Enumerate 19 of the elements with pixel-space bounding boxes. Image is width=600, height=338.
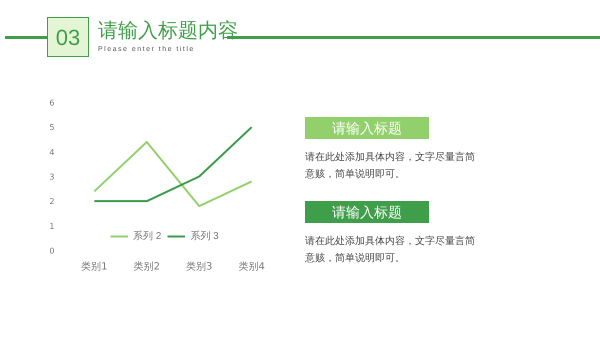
y-tick-label: 4	[49, 148, 55, 157]
y-tick-label: 2	[49, 197, 55, 206]
text: 请输入标题	[305, 117, 429, 139]
y-tick-label: 5	[49, 123, 55, 132]
y-tick-label: 6	[49, 98, 55, 108]
x-tick-label: 类别1	[81, 260, 108, 272]
y-tick-label: 0	[49, 246, 55, 256]
x-tick-label: 类别3	[186, 260, 212, 272]
y-tick-label: 3	[49, 172, 55, 182]
text: 03	[47, 17, 89, 57]
y-tick-label: 1	[49, 222, 55, 231]
text: 请在此处添加具体内容，文字尽量言简意赅，简单说明即可。	[305, 234, 476, 266]
x-tick-label: 类别2	[134, 260, 160, 272]
text: 请输入标题	[305, 201, 429, 223]
text: 请在此处添加具体内容，文字尽量言简意赅，简单说明即可。	[305, 150, 476, 182]
legend-label: 系列 2	[133, 230, 162, 243]
legend-label: 系列 3	[190, 230, 219, 243]
x-tick-label: 类别4	[238, 260, 265, 272]
line-series	[93, 140, 253, 208]
